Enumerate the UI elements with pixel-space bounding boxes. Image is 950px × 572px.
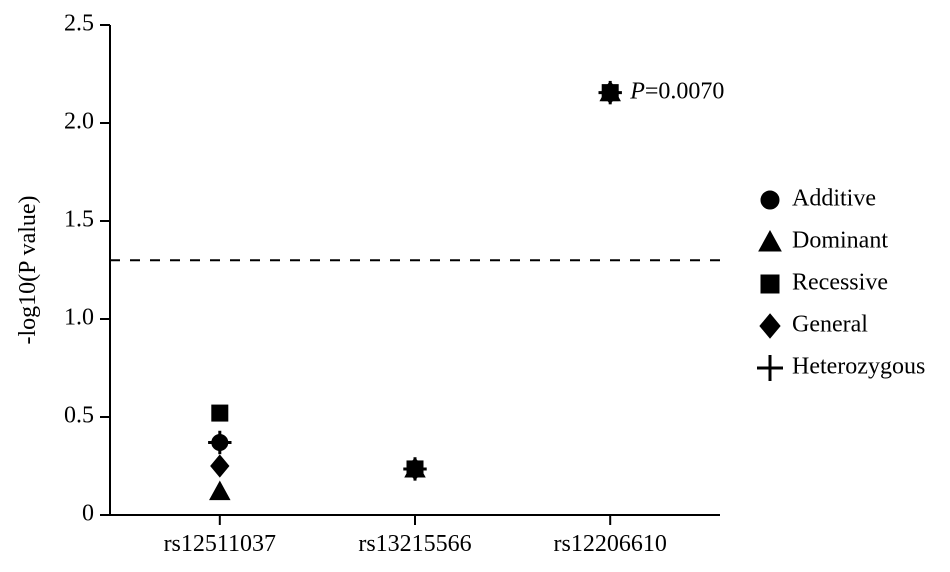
y-tick-label: 1.5 [64,207,94,233]
legend-label: General [792,312,868,338]
legend-label: Recessive [792,270,888,296]
y-tick-label: 2.0 [64,109,94,135]
x-tick-label: rs12206610 [554,531,667,557]
annotation-label: P=0.0070 [629,78,724,104]
y-tick-label: 2.5 [64,11,94,37]
legend-marker [761,275,779,293]
legend-marker [761,191,779,209]
x-tick-label: rs12511037 [164,531,276,557]
data-point [211,455,229,477]
data-point [212,405,228,421]
y-tick-label: 0.5 [64,403,94,429]
legend-marker [759,231,781,251]
legend-marker [757,355,783,381]
chart-container: 0 0.5 1.0 1.5 2.0 2.5 -log10(P value) rs1251103… [0,0,950,572]
legend-marker [760,314,780,338]
y-tick-label: 0 [82,501,94,527]
legend-label: Heterozygous [792,354,925,380]
legend-label: Additive [792,186,876,212]
legend-label: Dominant [792,228,888,254]
data-point [208,431,231,454]
y-axis-title: -log10(P value) [15,195,41,344]
scatter-chart: 0 0.5 1.0 1.5 2.0 2.5 -log10(P value) rs1251103… [0,0,950,572]
x-tick-label: rs13215566 [358,531,471,557]
data-point [210,482,230,500]
y-tick-label: 1.0 [64,305,94,331]
